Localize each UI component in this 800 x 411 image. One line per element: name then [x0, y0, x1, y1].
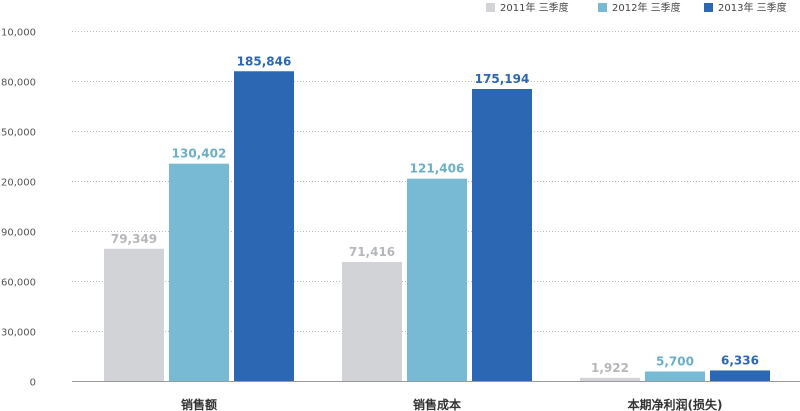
y-tick-label: 30,000	[1, 328, 36, 339]
legend-swatch	[598, 3, 607, 12]
legend: 2011年 三季度 2012年 三季度 2013年 三季度	[486, 1, 787, 14]
y-axis-ticks: 0 30,000 60,000 90,000 120,000 150,000 180,000…	[0, 28, 36, 389]
data-label: 130,402	[172, 147, 227, 161]
bar	[169, 163, 229, 381]
bar	[104, 248, 164, 381]
bar	[407, 178, 467, 381]
legend-label: 2013年 三季度	[718, 1, 787, 14]
bar	[472, 89, 532, 381]
data-label: 71,416	[349, 245, 395, 259]
data-label: 175,194	[475, 72, 530, 86]
data-labels: 79,349 130,402 185,846 71,416 121,406 175,194…	[111, 54, 759, 375]
y-tick-label: 210,000	[0, 28, 36, 39]
legend-swatch	[704, 3, 713, 12]
data-label: 121,406	[410, 162, 465, 176]
category-label: 本期净利润(损失)	[628, 397, 723, 411]
legend-label: 2012年 三季度	[612, 1, 681, 14]
legend-label: 2011年 三季度	[500, 1, 569, 14]
y-tick-label: 90,000	[1, 228, 36, 239]
data-label: 1,922	[591, 361, 629, 375]
bar	[645, 371, 705, 381]
bar	[710, 370, 770, 381]
category-label: 销售额	[181, 397, 217, 411]
data-label: 79,349	[111, 232, 157, 246]
y-tick-label: 120,000	[0, 178, 36, 189]
y-tick-label: 60,000	[1, 278, 36, 289]
bar	[234, 71, 294, 382]
legend-swatch	[486, 3, 495, 12]
y-tick-label: 150,000	[0, 128, 36, 139]
y-tick-label: 0	[30, 378, 36, 389]
bars	[104, 71, 770, 382]
data-label: 185,846	[237, 54, 292, 68]
data-label: 6,336	[721, 353, 759, 367]
y-tick-label: 180,000	[0, 78, 36, 89]
x-axis-categories: 销售额 销售成本 本期净利润(损失)	[181, 397, 723, 411]
data-label: 5,700	[656, 355, 694, 369]
bar	[580, 377, 640, 381]
category-label: 销售成本	[413, 397, 461, 411]
bar	[342, 261, 402, 381]
